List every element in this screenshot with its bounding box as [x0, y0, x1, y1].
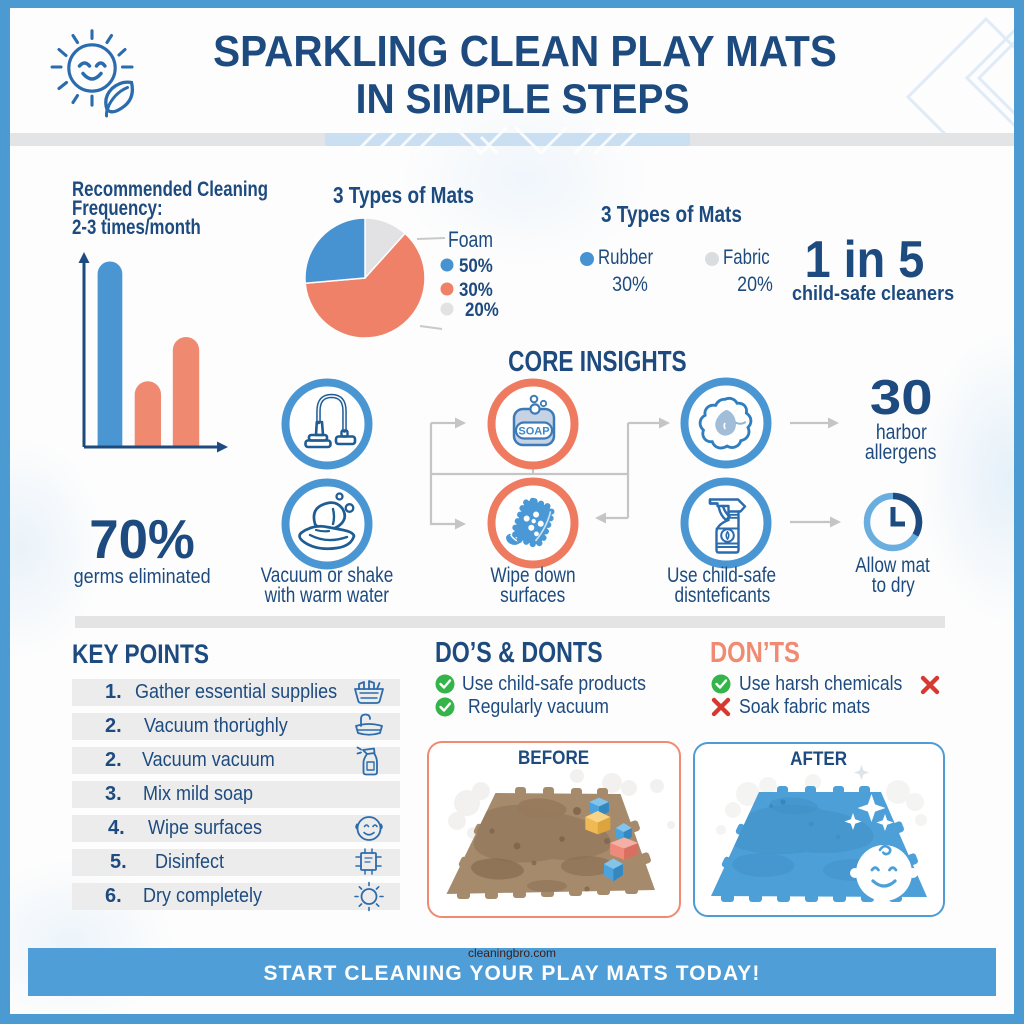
svg-text:SOAP: SOAP: [518, 426, 549, 438]
